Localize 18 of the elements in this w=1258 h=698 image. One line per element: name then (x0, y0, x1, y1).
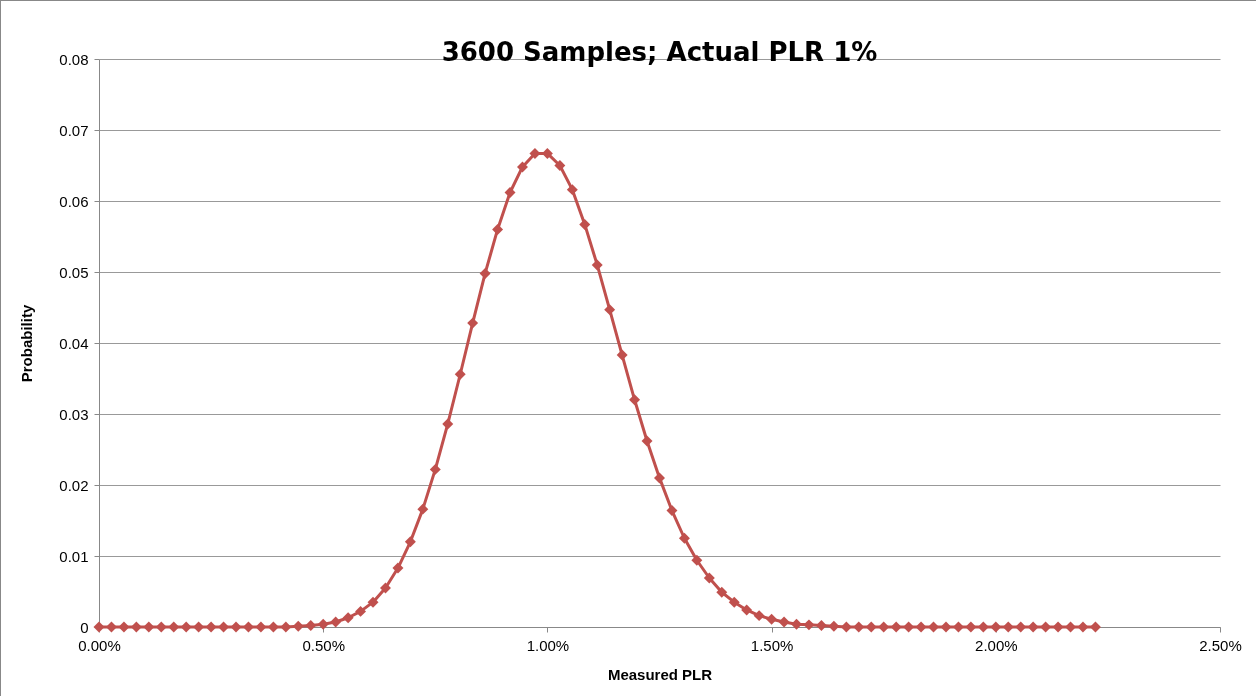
x-tick-label: 2.00% (975, 636, 1018, 654)
x-tick-label: 1.50% (750, 636, 794, 654)
x-axis-title: Measured PLR (607, 665, 713, 683)
y-tick-label: 0.06 (59, 192, 89, 210)
y-tick-label: 0.01 (59, 547, 89, 565)
y-tick-label: 0.04 (59, 334, 89, 352)
y-axis-title: Probability (18, 304, 36, 383)
y-tick-label: 0.07 (59, 121, 89, 139)
y-tick-label: 0.02 (59, 476, 89, 494)
x-tick-label: 0.50% (302, 636, 345, 654)
y-tick-label: 0.05 (59, 263, 89, 281)
y-tick-label: 0.03 (59, 405, 89, 423)
x-tick-label: 2.50% (1199, 636, 1242, 654)
x-tick-label: 1.00% (526, 636, 570, 654)
chart-title: 3600 Samples; Actual PLR 1% (441, 37, 878, 67)
y-tick-label: 0 (80, 618, 89, 636)
x-tick-label: 0.00% (78, 636, 121, 654)
y-tick-label: 0.08 (59, 50, 89, 68)
